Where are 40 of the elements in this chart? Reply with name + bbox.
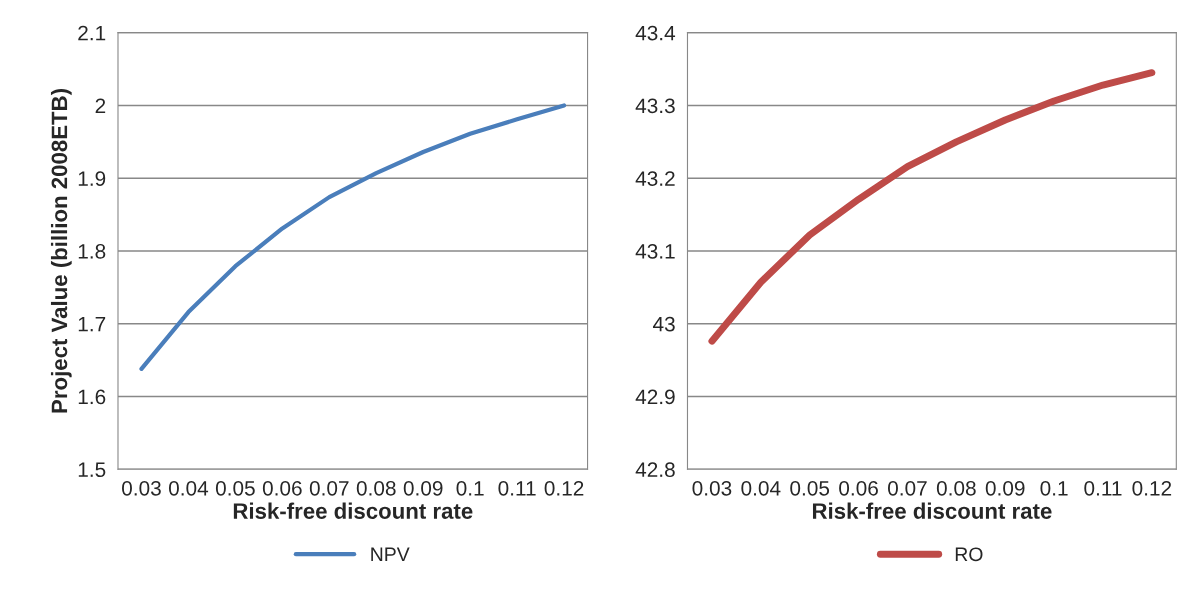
x-tick-label: 0.1 <box>1040 480 1068 496</box>
x-tick-label: 0.09 <box>985 480 1025 496</box>
x-tick-label: 0.05 <box>790 480 830 496</box>
y-tick-label: 43.3 <box>635 98 675 114</box>
y-axis-title: Project Value (billion 2008ETB) <box>50 89 72 413</box>
x-tick-label: 0.03 <box>122 480 161 496</box>
legend-label: NPV <box>371 547 410 561</box>
y-tick-label: 2 <box>95 98 106 113</box>
y-tick-label: 1.7 <box>78 316 106 332</box>
x-tick-label: 0.11 <box>1084 480 1122 496</box>
x-tick-label: 0.09 <box>403 480 443 496</box>
y-tick-label: 43.4 <box>635 25 676 41</box>
x-tick-label: 0.06 <box>262 480 302 496</box>
x-tick-label: 0.12 <box>1132 480 1172 496</box>
x-tick-label: 0.1 <box>456 480 484 496</box>
x-tick-label: 0.08 <box>356 480 396 496</box>
line-series <box>139 103 567 371</box>
x-tick-label: 0.05 <box>215 480 255 496</box>
legend-label: RO <box>955 547 983 562</box>
x-tick-label: 0.07 <box>309 480 349 496</box>
y-tick-label: 1.9 <box>78 171 106 186</box>
x-axis-title: Risk-free discount rate <box>812 502 1052 519</box>
x-tick-label: 0.08 <box>936 480 976 496</box>
y-tick-label: 42.9 <box>635 389 675 405</box>
y-tick-label: 43.1 <box>635 243 675 259</box>
x-tick-label: 0.04 <box>741 480 781 496</box>
x-tick-label: 0.11 <box>498 480 536 496</box>
y-tick-label: 1.6 <box>78 389 106 405</box>
y-tick-label: 43.2 <box>635 171 675 186</box>
x-tick-label: 0.12 <box>544 480 584 496</box>
y-tick-label: 1.8 <box>78 243 106 259</box>
x-axis-title: Risk-free discount rate <box>233 502 473 519</box>
y-tick-label: 2.1 <box>78 25 106 41</box>
y-tick-label: 42.8 <box>635 462 675 478</box>
y-tick-label: 1.5 <box>78 462 106 478</box>
x-tick-label: 0.04 <box>168 480 209 496</box>
x-tick-label: 0.03 <box>692 480 732 496</box>
y-tick-label: 43 <box>652 316 675 332</box>
x-tick-label: 0.06 <box>839 480 878 496</box>
x-tick-label: 0.07 <box>888 480 927 496</box>
